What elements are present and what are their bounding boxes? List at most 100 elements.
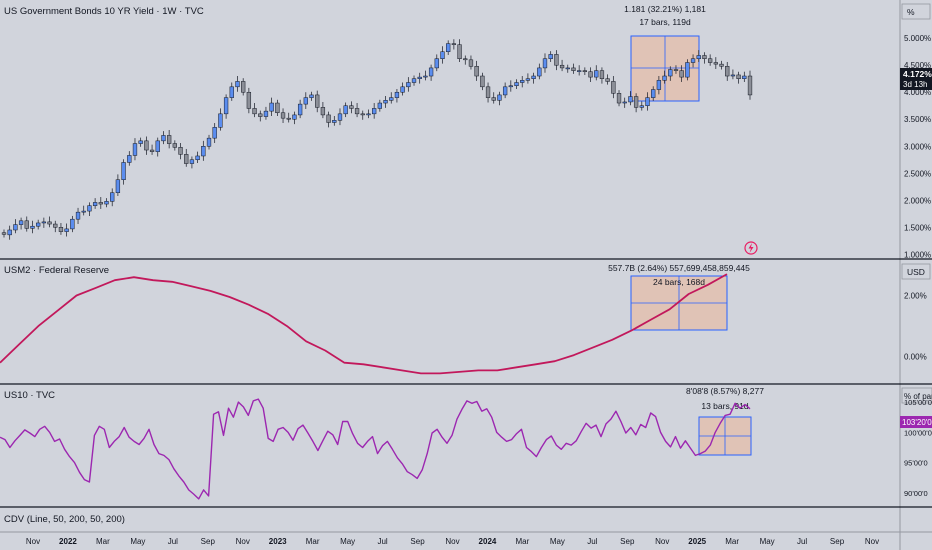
m2-tick-label: 0.00% bbox=[904, 353, 927, 362]
candle-body bbox=[480, 75, 485, 88]
us10-unit-box[interactable] bbox=[901, 387, 932, 404]
cdv-pane-label[interactable]: CDV (Line, 50, 200, 50, 200) bbox=[4, 514, 125, 525]
yield-tick-label: 3.000% bbox=[904, 142, 931, 151]
candle-body bbox=[440, 51, 445, 59]
candle-body bbox=[696, 55, 701, 59]
candle-body bbox=[491, 97, 496, 101]
candle-body bbox=[92, 202, 98, 206]
candle-body bbox=[275, 102, 280, 114]
candle-body bbox=[229, 86, 234, 98]
candle-body bbox=[542, 58, 548, 69]
us10-tick-label: 90'00'0 bbox=[904, 489, 928, 498]
candle-body bbox=[155, 140, 160, 152]
time-axis[interactable]: Nov 2022 Mar May Jul Sep Nov 2023 Mar May Jul Sep No… bbox=[26, 537, 879, 546]
yield-price-tag bbox=[900, 68, 932, 90]
yield-price-scale[interactable]: 1.000% 1.500% 2.000% 2.500% 3.000% 3.500% 4.00… bbox=[904, 34, 931, 259]
candle-body bbox=[58, 227, 64, 232]
candle-body bbox=[258, 113, 263, 117]
candle-body bbox=[30, 225, 35, 229]
candle-body bbox=[651, 89, 656, 98]
candle-body bbox=[263, 110, 269, 117]
time-tick-label: Nov bbox=[865, 537, 879, 546]
candle-body bbox=[707, 58, 713, 63]
candle-body bbox=[121, 162, 126, 180]
us10-series[interactable] bbox=[0, 398, 751, 500]
candle-body bbox=[81, 210, 86, 213]
candle-body bbox=[730, 74, 736, 77]
candle-body bbox=[428, 67, 434, 77]
candle-body bbox=[594, 70, 599, 78]
yield-tick-label: 2.500% bbox=[904, 169, 931, 178]
candle-body bbox=[201, 146, 206, 157]
yield-tick-label: 4.000% bbox=[904, 88, 931, 97]
time-tick-label: Sep bbox=[830, 537, 845, 546]
time-tick-label: May bbox=[340, 537, 355, 546]
candle-body bbox=[53, 223, 58, 228]
time-tick-label: Jul bbox=[797, 537, 807, 546]
candle-body bbox=[309, 94, 314, 98]
yield-measure-line1: 1.181 (32.21%) 1,181 bbox=[624, 4, 706, 14]
candle-body bbox=[747, 75, 753, 96]
candle-body bbox=[411, 78, 417, 83]
candle-body bbox=[571, 67, 576, 71]
candle-body bbox=[372, 108, 377, 115]
candle-body bbox=[434, 58, 439, 69]
candle-body bbox=[451, 43, 457, 45]
candle-body bbox=[337, 113, 343, 121]
candle-body bbox=[132, 143, 138, 156]
candle-body bbox=[628, 96, 633, 103]
candle-body bbox=[172, 143, 177, 148]
candle-body bbox=[673, 69, 679, 71]
time-tick-label: May bbox=[130, 537, 145, 546]
candle-body bbox=[326, 114, 331, 123]
candle-body bbox=[138, 140, 143, 144]
candle-body bbox=[115, 179, 121, 193]
candle-body bbox=[588, 71, 593, 78]
us10-pane-label[interactable]: US10 · TVC bbox=[4, 390, 55, 401]
candle-body bbox=[554, 54, 559, 66]
m2-unit-box[interactable] bbox=[901, 263, 931, 280]
time-tick-label: Jul bbox=[168, 537, 178, 546]
candle-body bbox=[400, 86, 405, 93]
time-tick-label: Jul bbox=[377, 537, 387, 546]
candle-body bbox=[189, 159, 195, 164]
candle-body bbox=[656, 80, 662, 90]
m2-pane-label[interactable]: USM2 · Federal Reserve bbox=[4, 265, 109, 276]
candle-body bbox=[423, 75, 428, 78]
candle-body bbox=[87, 205, 92, 212]
us10-price-tag-value: 103'20'0 bbox=[902, 418, 932, 427]
candle-body bbox=[297, 103, 303, 116]
candle-body bbox=[548, 54, 553, 59]
yield-price-tag-value: 4.172% bbox=[903, 69, 932, 79]
candle-body bbox=[468, 59, 474, 67]
yield-measure-line2: 17 bars, 119d bbox=[639, 17, 691, 27]
m2-line bbox=[0, 273, 728, 375]
time-tick-label: Mar bbox=[306, 537, 320, 546]
main-title[interactable]: US Government Bonds 10 YR Yield · 1W · T… bbox=[4, 6, 204, 17]
candle-body bbox=[280, 112, 286, 119]
time-tick-label: Mar bbox=[725, 537, 739, 546]
candle-body bbox=[75, 211, 81, 220]
m2-price-scale[interactable]: 0.00% 2.00% bbox=[904, 292, 927, 362]
candle-body bbox=[1, 232, 7, 235]
candle-body bbox=[269, 102, 274, 112]
m2-series[interactable] bbox=[0, 273, 728, 375]
yield-candles[interactable] bbox=[1, 39, 753, 240]
us10-price-scale[interactable]: 90'00'0 95'00'0 100'00'0 105'00'0 bbox=[904, 398, 932, 498]
yield-tick-label: 1.500% bbox=[904, 223, 931, 232]
m2-tick-label: 2.00% bbox=[904, 292, 927, 301]
yield-unit-box[interactable] bbox=[901, 3, 931, 20]
candle-body bbox=[127, 155, 132, 163]
time-tick-label: Sep bbox=[201, 537, 216, 546]
candle-body bbox=[702, 55, 707, 59]
candle-body bbox=[315, 94, 320, 108]
lightning-icon[interactable] bbox=[744, 241, 758, 255]
candle-body bbox=[742, 75, 747, 79]
candle-body bbox=[24, 220, 29, 229]
candle-body bbox=[184, 154, 189, 164]
candle-body bbox=[662, 75, 667, 81]
candle-body bbox=[332, 120, 337, 123]
candle-body bbox=[354, 108, 360, 115]
candle-body bbox=[195, 155, 200, 161]
candle-body bbox=[252, 108, 257, 115]
